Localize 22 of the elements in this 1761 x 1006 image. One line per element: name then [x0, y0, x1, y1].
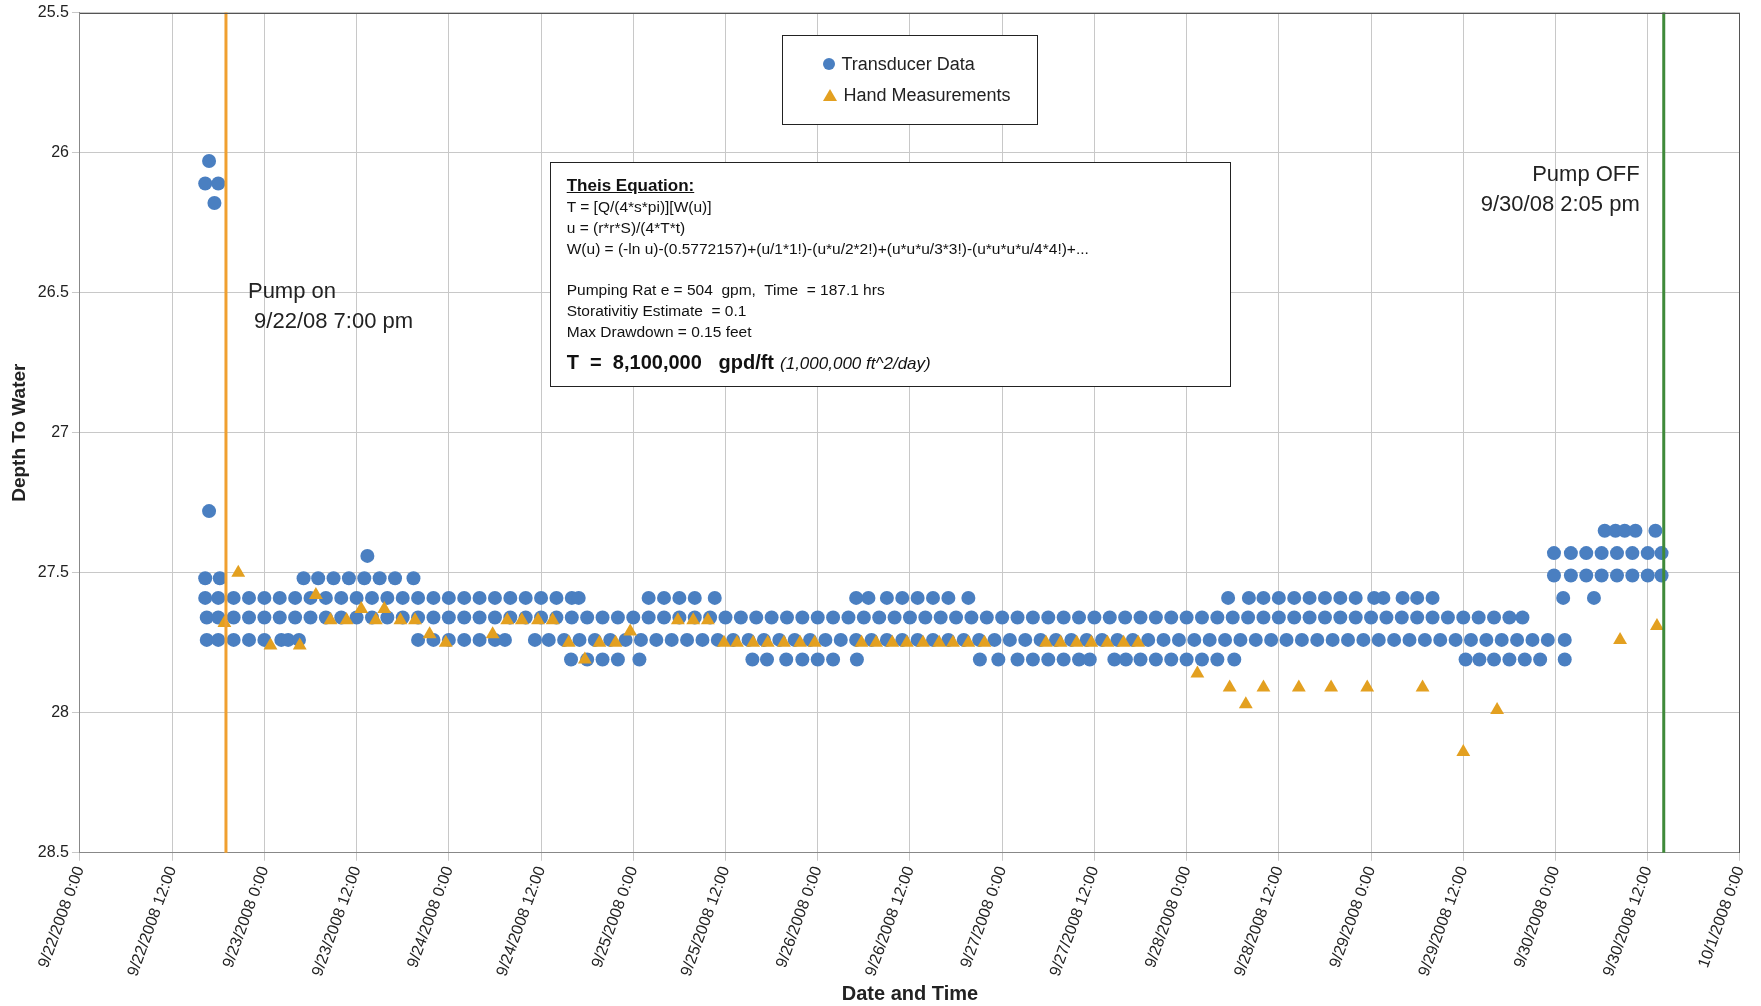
annotation: T = 8,100,000 gpd/ft: [566, 351, 775, 374]
annotation: Storativitiy Estimate = 0.1: [566, 301, 748, 322]
annotation: Pumping Rat e = 504 gpm, Time = 187.1 hrs: [566, 280, 886, 301]
ref-line-label: Pump on 9/22/08 7:00 pm: [247, 278, 414, 334]
y-tick-label: 27: [51, 423, 70, 441]
ref-line-label: Pump OFF 9/30/08 2:05 pm: [1480, 160, 1640, 216]
annotation: Theis Equation:: [566, 175, 696, 197]
y-tick-label: 27.5: [37, 563, 70, 581]
y-tick-label: 28.5: [37, 843, 70, 861]
y-tick-label: 28: [51, 703, 70, 721]
y-axis-title: Depth To Water: [7, 362, 29, 502]
y-tick-label: 26.5: [37, 283, 70, 301]
annotation: (1,000,000 ft^2/day): [780, 354, 931, 374]
annotation: W(u) = (-ln u)-(0.5772157)+(u/1*1!)-(u*u/2*2!)+(u*u*u/3*3!)-(u*u*u*u/4*4!)+...: [566, 239, 1090, 260]
annotation: T = [Q/(4*s*pi)][W(u)]: [566, 197, 713, 218]
legend-label: Transducer Data: [841, 53, 975, 75]
annotation: Max Drawdown = 0.15 feet: [566, 322, 753, 343]
legend-label: Hand Measurements: [843, 84, 1011, 106]
y-tick-label: 26: [51, 143, 70, 161]
y-tick-label: 25.5: [37, 3, 70, 21]
annotation: u = (r*r*S)/(4*T*t): [566, 218, 687, 239]
x-axis-title: Date and Time: [841, 981, 979, 1004]
